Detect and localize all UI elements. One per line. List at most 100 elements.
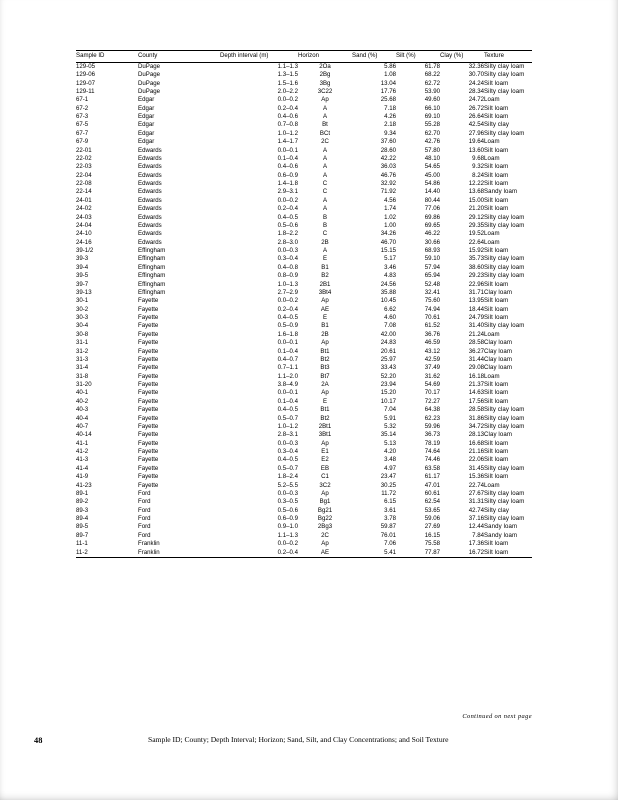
cell-clay: 17.36 [468, 540, 484, 548]
cell-depth: 0.0–0.2 [277, 96, 298, 104]
texture-label: Silt loam [484, 79, 509, 87]
table-row: 89-2 Ford 0.3–0.5 Bg1 6.15 62.54 31.31 Silty cl… [76, 498, 532, 506]
cell-county: Edwards [138, 238, 162, 246]
cell-texture: Loam [484, 96, 532, 104]
cell-sand: 11.72 [381, 489, 396, 497]
cell-sand: 4.56 [384, 196, 396, 204]
cell-sand: 46.76 [380, 171, 396, 179]
cell-silt: 62.54 [424, 498, 440, 506]
cell-sand: 7.04 [384, 406, 396, 414]
table-row: 129-06 DuPage 1.3–1.5 2Bg 1.08 68.22 30.70 Silt… [76, 71, 532, 79]
cell-silt: 31.62 [424, 372, 440, 380]
cell-id: 129-11 [76, 87, 95, 95]
cell-id: 67-9 [76, 138, 89, 146]
texture-label: Loam [484, 154, 500, 162]
cell-clay: 42.54 [468, 121, 484, 129]
table-row: 24-01 Edwards 0.0–0.2 A 4.56 80.44 15.00 Silt l… [76, 197, 532, 205]
cell-sand: 5.17 [384, 255, 396, 263]
cell-horizon: 2Oa [319, 62, 331, 70]
cell-depth: 0.9–1.0 [277, 523, 298, 531]
cell-sand: 10.17 [380, 397, 396, 405]
cell-horizon: Ap [321, 540, 329, 548]
cell-id: 40-14 [76, 431, 92, 439]
cell-horizon: 3C2 [319, 481, 331, 489]
cell-texture: Loam [484, 138, 532, 146]
cell-horizon: 3Bt4 [318, 288, 332, 296]
cell-county: Edgar [138, 104, 155, 112]
cell-county: Fayette [138, 355, 159, 363]
texture-label: Silt loam [484, 163, 509, 171]
cell-depth: 0.4–0.5 [277, 456, 298, 464]
cell-silt: 14.40 [424, 188, 440, 196]
cell-horizon: C [322, 230, 328, 238]
cell-texture: Silty clay loam [484, 222, 532, 230]
cell-horizon: Ap [321, 389, 329, 397]
cell-horizon: B [322, 221, 328, 229]
table-row: 39-3 Effingham 0.3–0.4 E 5.17 59.10 35.73 Silty… [76, 255, 532, 263]
cell-county: Edwards [138, 146, 162, 154]
cell-clay: 12.44 [468, 523, 484, 531]
cell-id: 30-2 [76, 305, 89, 313]
table-row: 89-4 Ford 0.6–0.9 Bg22 3.78 59.06 37.16 Silty c… [76, 515, 532, 523]
table-row: 40-3 Fayette 0.4–0.5 Bt1 7.04 64.38 28.58 Silty… [76, 406, 532, 414]
cell-sand: 4.97 [384, 464, 396, 472]
cell-depth: 1.8–2.2 [277, 230, 298, 238]
cell-silt: 61.17 [424, 473, 440, 481]
cell-id: 30-4 [76, 322, 89, 330]
table-row: 22-14 Edwards 2.9–3.1 C 71.92 14.40 13.68 Sandy… [76, 188, 532, 196]
cell-id: 24-16 [76, 238, 92, 246]
cell-silt: 60.61 [424, 489, 440, 497]
cell-texture: Silt loam [484, 146, 532, 154]
cell-clay: 19.64 [468, 138, 484, 146]
table-row: 67-7 Edgar 1.0–1.2 BCt 9.34 62.70 27.96 Silty c… [76, 130, 532, 138]
cell-depth: 1.1–2.0 [277, 372, 298, 380]
cell-sand: 52.20 [380, 372, 396, 380]
cell-county: Fayette [138, 364, 159, 372]
cell-clay: 28.34 [468, 87, 484, 95]
cell-texture: Silty clay loam [484, 406, 532, 414]
table-row: 39-5 Effingham 0.8–0.9 B2 4.83 65.94 29.23 Silt… [76, 272, 532, 280]
texture-label: Clay loam [484, 364, 512, 372]
cell-depth: 0.4–0.5 [277, 314, 298, 322]
cell-silt: 42.59 [424, 355, 440, 363]
table-row: 67-5 Edgar 0.7–0.8 Bt 2.18 55.28 42.54 Silty cl… [76, 121, 532, 129]
soil-texture-table-container: Sample ID County Depth interval (m) Hori… [76, 50, 532, 558]
cell-id: 89-7 [76, 531, 89, 539]
cell-depth: 0.0–0.3 [277, 247, 298, 255]
cell-depth: 0.0–0.3 [277, 489, 298, 497]
cell-horizon: A [322, 104, 328, 112]
table-row: 31-8 Fayette 1.1–2.0 Bt7 52.20 31.62 16.18 Loam [76, 373, 532, 381]
table-row: 89-3 Ford 0.5–0.6 Bg21 3.61 53.65 42.74 Silty c… [76, 507, 532, 515]
table-caption: Sample ID; County; Depth Interval; Horiz… [148, 735, 449, 744]
cell-sand: 36.03 [380, 163, 396, 171]
cell-horizon: 2C [321, 138, 329, 146]
cell-silt: 53.90 [424, 87, 440, 95]
cell-sand: 1.00 [384, 221, 396, 229]
cell-depth: 3.8–4.9 [277, 381, 298, 389]
cell-clay: 24.24 [468, 79, 484, 87]
cell-clay: 28.58 [468, 339, 484, 347]
cell-id: 41-3 [76, 456, 89, 464]
cell-county: Effingham [138, 272, 166, 280]
cell-clay: 16.18 [468, 372, 484, 380]
cell-clay: 37.16 [468, 515, 484, 523]
cell-sand: 7.18 [384, 104, 396, 112]
cell-id: 11-2 [76, 548, 88, 556]
table-row: 67-2 Edgar 0.2–0.4 A 7.18 66.10 26.72 Silt loam [76, 105, 532, 113]
texture-label: Clay loam [484, 355, 512, 363]
cell-clay: 24.72 [468, 96, 484, 104]
cell-id: 22-08 [76, 180, 92, 188]
cell-sand: 2.18 [384, 121, 396, 129]
cell-horizon: AE [320, 305, 330, 313]
texture-label: Loam [484, 330, 500, 338]
cell-silt: 62.70 [424, 129, 440, 137]
cell-silt: 77.87 [424, 548, 440, 556]
cell-horizon: 2C [321, 531, 329, 539]
table-row: 39-13 Effingham 2.7–2.9 3Bt4 35.88 32.41 31.71… [76, 289, 532, 297]
cell-depth: 0.5–0.7 [277, 414, 298, 422]
cell-horizon: 2Bg [319, 71, 331, 79]
cell-county: Edgar [138, 121, 155, 129]
cell-clay: 31.40 [468, 322, 484, 330]
cell-horizon: C [322, 180, 328, 188]
cell-texture: Silty clay loam [484, 130, 532, 138]
